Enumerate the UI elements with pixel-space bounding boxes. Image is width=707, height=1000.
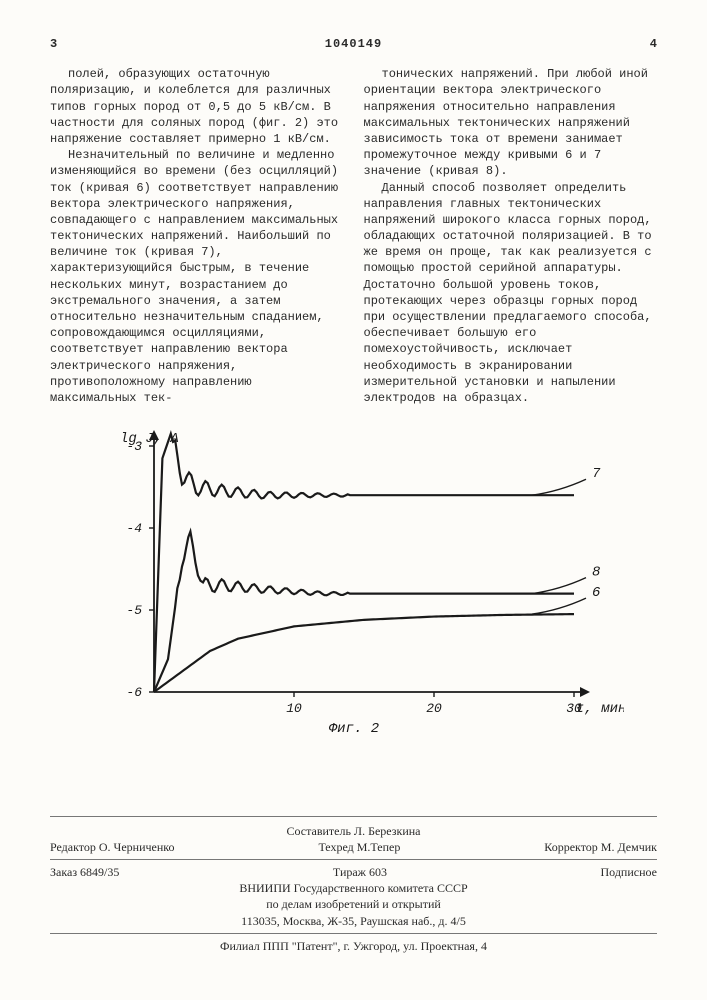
svg-text:t, мин: t, мин (576, 701, 624, 717)
text-columns: полей, образующих остаточную поляризацию… (50, 66, 657, 406)
subscription: Подписное (601, 864, 658, 880)
figure-2: -5-4-3-6102030lg J, At, мин786Фиг. 2 (50, 428, 657, 738)
editor: Редактор О. Черниченко (50, 839, 175, 855)
page-right-num: 4 (650, 36, 657, 52)
svg-text:-5: -5 (126, 603, 142, 618)
right-column: тонических напряжений. При любой иной ор… (364, 66, 658, 406)
paragraph: полей, образующих остаточную поляризацию… (50, 66, 344, 147)
page: 3 1040149 4 полей, образующих остаточную… (0, 0, 707, 1000)
org-block: ВНИИПИ Государственного комитета СССР по… (50, 880, 657, 929)
corrector: Корректор М. Демчик (544, 839, 657, 855)
order-num: Заказ 6849/35 (50, 864, 119, 880)
svg-text:Фиг. 2: Фиг. 2 (328, 721, 378, 737)
page-header: 3 1040149 4 (50, 36, 657, 52)
svg-text:-4: -4 (126, 521, 142, 536)
circulation: Тираж 603 (333, 864, 387, 880)
svg-text:8: 8 (592, 565, 600, 581)
techred: Техред М.Тепер (318, 839, 400, 855)
page-left-num: 3 (50, 36, 57, 52)
credits-row: Редактор О. Черниченко Техред М.Тепер Ко… (50, 839, 657, 855)
paragraph: Незначительный по величине и медленно из… (50, 147, 344, 406)
svg-text:20: 20 (426, 701, 442, 716)
order-row: Заказ 6849/35 Тираж 603 Подписное (50, 859, 657, 880)
svg-text:-6: -6 (126, 685, 142, 700)
paragraph: Данный способ позволяет определить напра… (364, 180, 658, 407)
document-number: 1040149 (57, 36, 650, 52)
org-line-2: по делам изобретений и открытий (50, 896, 657, 912)
imprint-footer: Составитель Л. Березкина Редактор О. Чер… (50, 816, 657, 954)
paragraph: тонических напряжений. При любой иной ор… (364, 66, 658, 179)
chart-svg: -5-4-3-6102030lg J, At, мин786Фиг. 2 (84, 428, 624, 738)
left-column: полей, образующих остаточную поляризацию… (50, 66, 344, 406)
svg-text:6: 6 (592, 585, 600, 601)
org-address: 113035, Москва, Ж-35, Раушская наб., д. … (50, 913, 657, 929)
filial-line: Филиал ППП "Патент", г. Ужгород, ул. Про… (50, 933, 657, 954)
compiler-line: Составитель Л. Березкина (50, 823, 657, 839)
svg-text:10: 10 (286, 701, 302, 716)
svg-text:7: 7 (592, 466, 601, 482)
org-line-1: ВНИИПИ Государственного комитета СССР (50, 880, 657, 896)
